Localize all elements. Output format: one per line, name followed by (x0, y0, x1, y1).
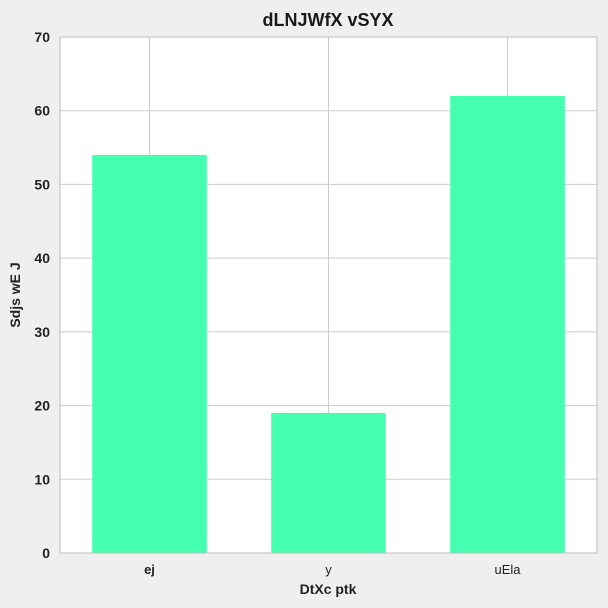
y-tick-label: 40 (34, 250, 50, 266)
x-tick-label: ej (144, 562, 155, 577)
y-tick-label: 30 (34, 324, 50, 340)
y-tick-labels: 0 10 20 30 40 50 60 70 (34, 29, 50, 561)
plot-frame (59, 36, 598, 554)
x-axis-label: DtXc ptk (300, 581, 357, 597)
x-tick-label: y (325, 562, 332, 577)
bar-ej (92, 154, 207, 553)
y-tick-label: 0 (42, 545, 50, 561)
x-tick-label: uEla (494, 562, 521, 577)
bar-uEla (450, 95, 565, 553)
y-tick-label: 60 (34, 103, 50, 119)
y-tick-label: 70 (34, 29, 50, 45)
y-tick-label: 50 (34, 176, 50, 192)
bar-layer (92, 95, 565, 553)
x-tick-labels: ej y uEla (144, 562, 521, 577)
y-tick-label: 20 (34, 398, 50, 414)
chart-title: dLNJWfX vSYX (262, 10, 393, 30)
y-axis-label: Sdjs wE J (7, 262, 23, 327)
y-tick-label: 10 (34, 471, 50, 487)
bar-y (271, 412, 386, 553)
